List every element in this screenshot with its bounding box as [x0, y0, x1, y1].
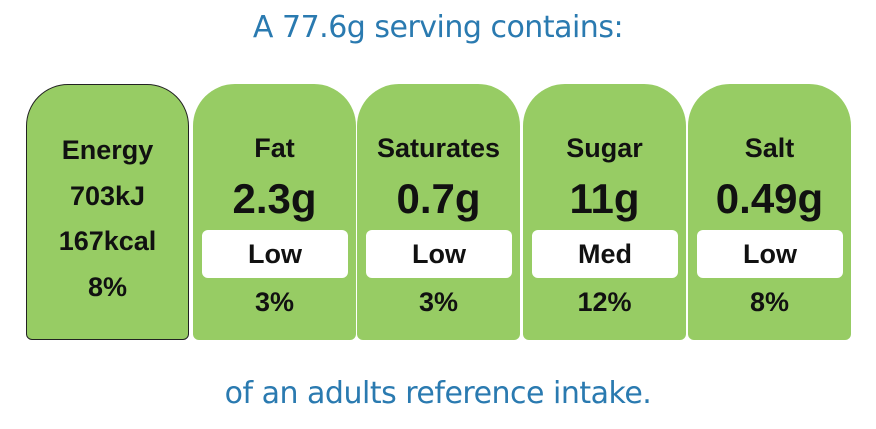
nutrient-panels: Energy 703kJ 167kcal 8% Fat 2.3g Low 3% … — [26, 84, 851, 340]
nutrient-amount: 2.3g — [232, 175, 317, 222]
saturates-panel: Saturates 0.7g Low 3% — [357, 84, 520, 340]
nutrient-name: Fat — [254, 133, 295, 163]
energy-kcal: 167kcal — [58, 226, 157, 256]
energy-percent: 8% — [87, 272, 128, 302]
nutrient-amount: 11g — [569, 175, 640, 222]
salt-panel: Salt 0.49g Low 8% — [688, 84, 851, 340]
sugar-panel: Sugar 11g Med 12% — [523, 84, 686, 340]
serving-heading: A 77.6g serving contains: — [252, 10, 624, 45]
nutrient-level-badge: Low — [366, 230, 512, 278]
energy-label: Energy — [61, 135, 154, 165]
nutrient-amount: 0.7g — [396, 175, 481, 222]
nutrient-percent: 3% — [254, 287, 295, 317]
nutrient-level-badge: Low — [202, 230, 348, 278]
nutrient-name: Saturates — [376, 133, 501, 163]
fat-panel: Fat 2.3g Low 3% — [193, 84, 356, 340]
reference-intake-footer: of an adults reference intake. — [224, 376, 652, 411]
nutrient-level-badge: Med — [532, 230, 678, 278]
nutrient-level-badge: Low — [697, 230, 843, 278]
nutrient-name: Salt — [744, 133, 795, 163]
nutrient-percent: 12% — [577, 287, 632, 317]
nutrient-percent: 3% — [418, 287, 459, 317]
nutrient-percent: 8% — [749, 287, 790, 317]
nutrient-name: Sugar — [566, 133, 643, 163]
energy-panel: Energy 703kJ 167kcal 8% — [26, 84, 189, 340]
energy-kj: 703kJ — [69, 181, 146, 211]
nutrient-amount: 0.49g — [715, 175, 824, 222]
